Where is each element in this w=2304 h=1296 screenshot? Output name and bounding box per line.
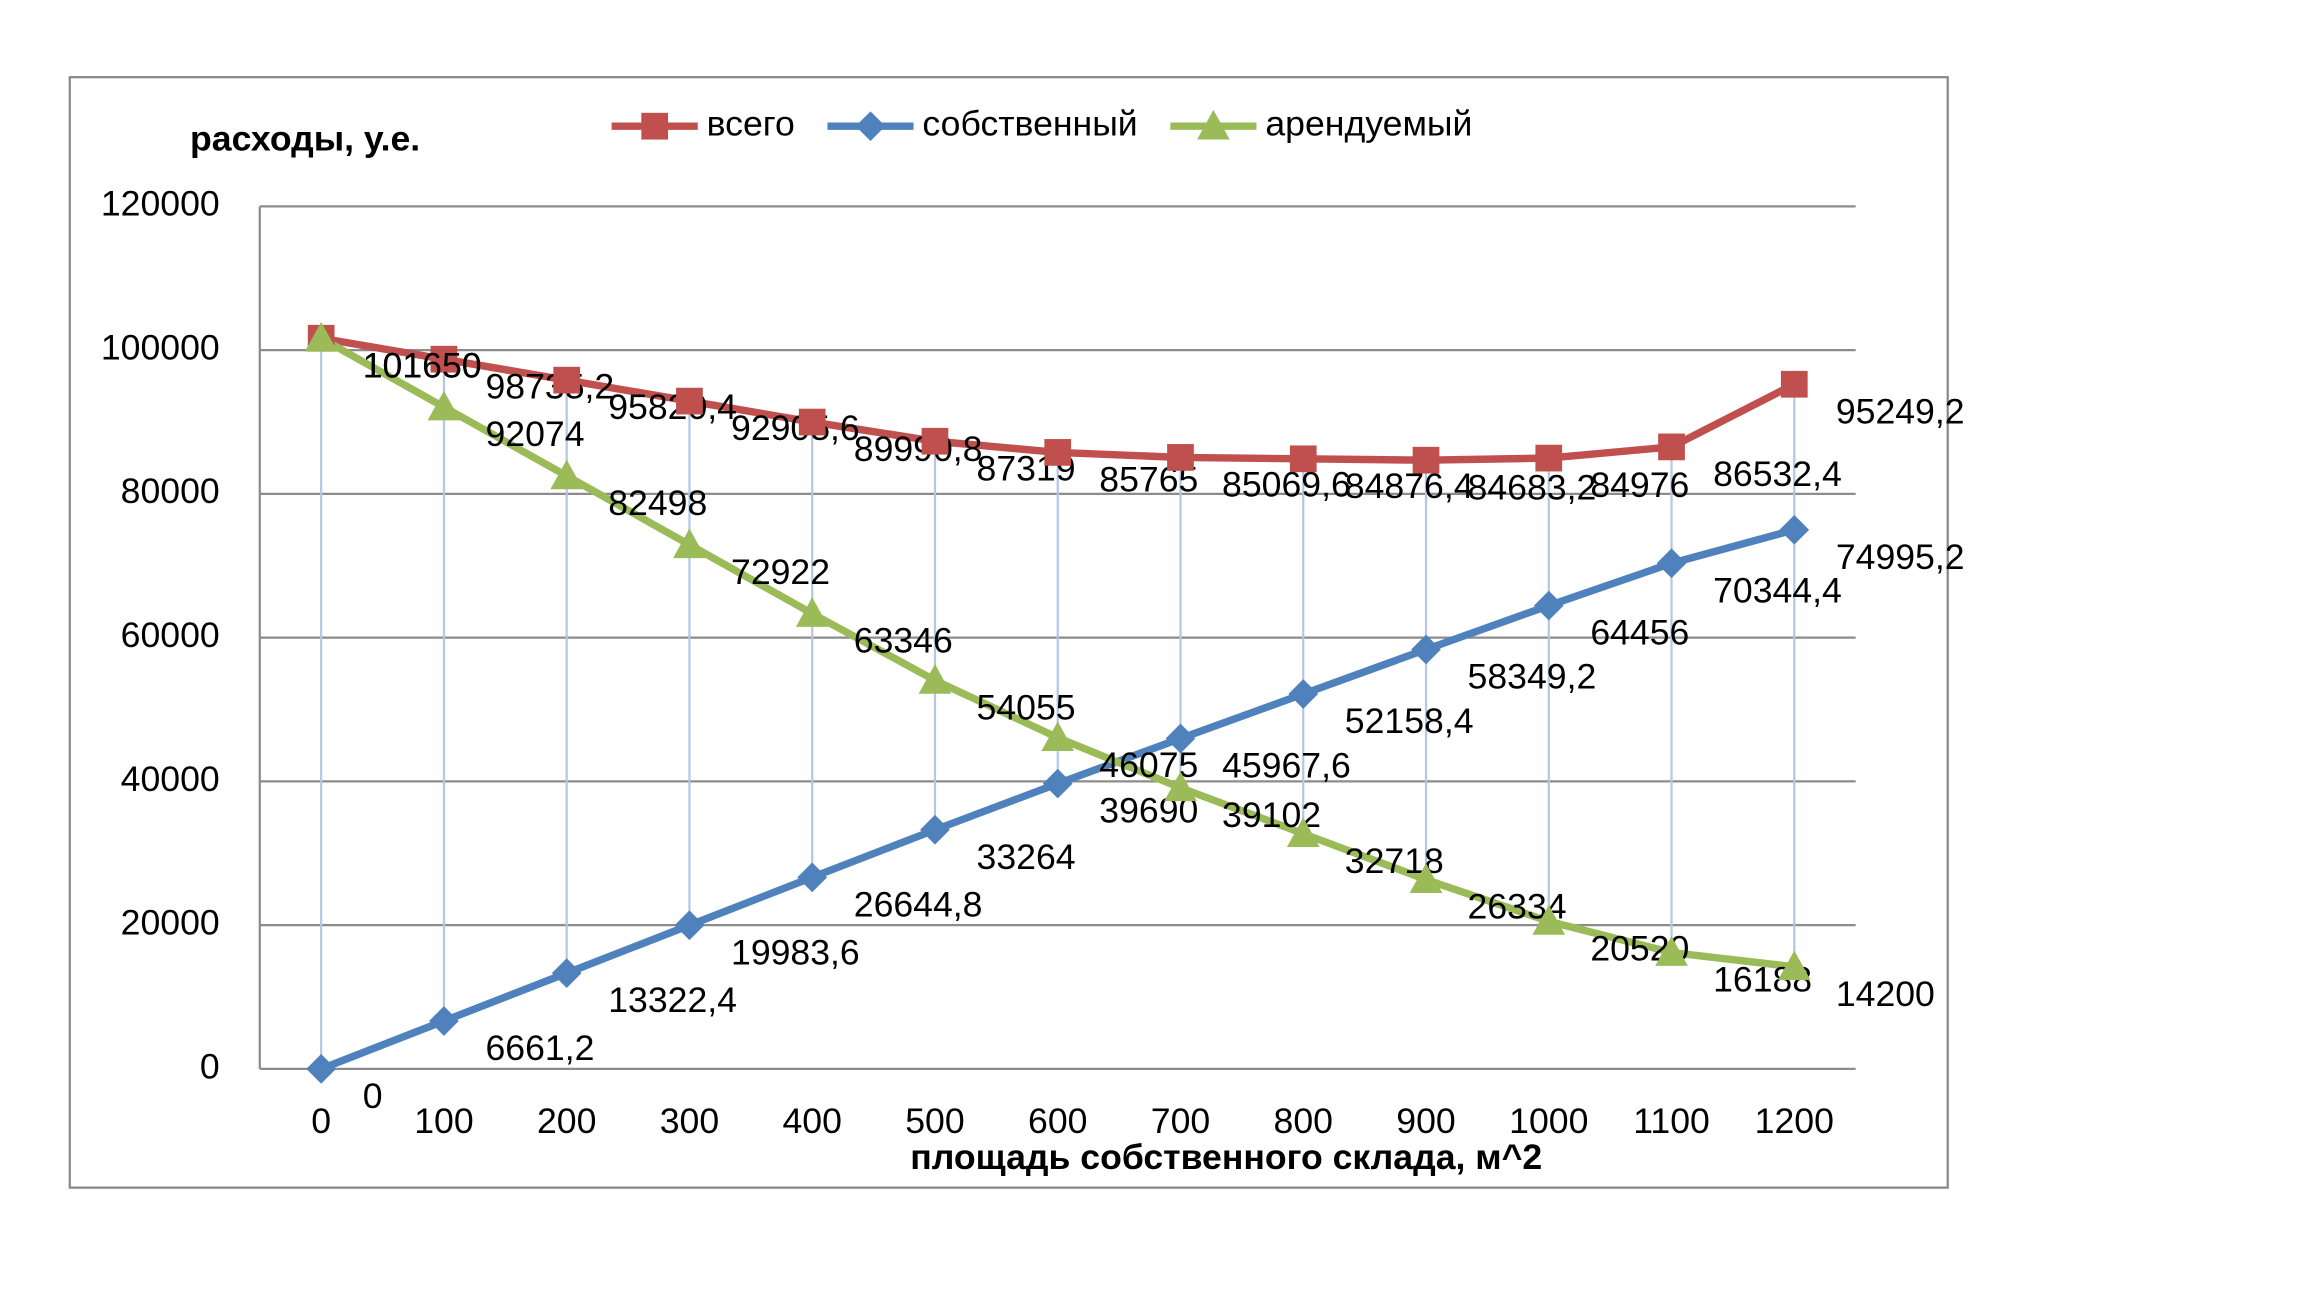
- marker: [641, 112, 669, 140]
- marker: [1532, 905, 1566, 935]
- data-label: 84976: [1590, 465, 1689, 505]
- y-tick-label: 40000: [121, 759, 220, 799]
- marker: [798, 408, 826, 436]
- legend-label: собственный: [922, 104, 1137, 144]
- x-tick-label: 500: [905, 1101, 964, 1141]
- x-tick-label: 100: [414, 1101, 473, 1141]
- data-label: 92074: [486, 414, 585, 454]
- marker: [1535, 444, 1563, 472]
- data-label: 0: [363, 1076, 383, 1116]
- x-tick-label: 200: [537, 1101, 596, 1141]
- legend-label: всего: [707, 104, 795, 144]
- marker: [1042, 768, 1073, 799]
- x-axis-title: площадь собственного склада, м^2: [910, 1137, 1542, 1177]
- marker: [427, 390, 461, 421]
- marker: [1777, 950, 1811, 981]
- data-label: 6661,2: [486, 1028, 595, 1068]
- x-tick-label: 1100: [1633, 1101, 1710, 1141]
- data-label: 89990,8: [854, 429, 983, 469]
- data-label: 92905,6: [731, 408, 860, 448]
- marker: [1779, 514, 1810, 545]
- data-label: 84876,4: [1345, 466, 1474, 506]
- data-label: 84683,2: [1468, 467, 1597, 507]
- marker: [430, 345, 458, 373]
- x-tick-label: 700: [1151, 1101, 1210, 1141]
- marker: [920, 814, 950, 845]
- data-label: 58349,2: [1468, 657, 1597, 697]
- data-label: 13322,4: [608, 980, 737, 1020]
- marker: [1656, 548, 1687, 579]
- marker: [1658, 433, 1685, 461]
- marker: [795, 597, 829, 627]
- data-label: 26644,8: [854, 884, 983, 924]
- y-tick-label: 120000: [101, 184, 220, 224]
- x-tick-label: 1200: [1755, 1101, 1834, 1141]
- marker: [1286, 817, 1320, 848]
- marker: [1780, 370, 1808, 398]
- x-tick-label: 800: [1274, 1101, 1333, 1141]
- data-label: 72922: [731, 552, 830, 592]
- marker: [1289, 445, 1317, 473]
- data-label: 63346: [854, 621, 953, 661]
- y-tick-label: 100000: [101, 328, 220, 368]
- data-label: 70344,4: [1713, 570, 1842, 610]
- y-tick-label: 60000: [121, 615, 220, 655]
- data-label: 45967,6: [1222, 746, 1351, 786]
- data-label: 14200: [1836, 974, 1935, 1014]
- data-label: 82498: [608, 483, 707, 523]
- data-label: 101650: [363, 345, 482, 385]
- legend-label: арендуемый: [1265, 104, 1472, 144]
- marker: [1197, 109, 1230, 140]
- marker: [1655, 936, 1688, 966]
- marker: [306, 1054, 337, 1084]
- marker: [551, 958, 582, 988]
- marker: [921, 427, 949, 455]
- data-label: 95820,4: [608, 387, 737, 427]
- data-label: 101650: [363, 345, 482, 385]
- x-tick-label: 600: [1028, 1101, 1087, 1141]
- x-tick-label: 900: [1396, 1101, 1455, 1141]
- y-tick-label: 0: [200, 1046, 220, 1086]
- marker: [797, 862, 828, 893]
- marker: [676, 387, 703, 415]
- marker: [1165, 723, 1196, 754]
- marker: [855, 111, 886, 142]
- x-tick-label: 1000: [1509, 1101, 1588, 1141]
- data-label: 52158,4: [1345, 701, 1474, 741]
- data-label: 74995,2: [1836, 537, 1965, 577]
- marker: [918, 664, 952, 694]
- data-label: 85069,6: [1222, 465, 1351, 505]
- marker: [1041, 721, 1075, 752]
- y-axis-title: расходы, у.е.: [190, 118, 420, 158]
- data-label: 98735,2: [486, 366, 615, 406]
- marker: [1412, 446, 1440, 474]
- marker: [1164, 771, 1197, 802]
- x-tick-label: 300: [660, 1101, 719, 1141]
- data-label: 33264: [977, 837, 1076, 877]
- marker: [1167, 444, 1194, 471]
- data-label: 86532,4: [1713, 454, 1842, 494]
- marker: [1409, 863, 1443, 893]
- chart-frame: [68, 76, 1949, 1189]
- marker: [550, 459, 584, 490]
- x-tick-label: 400: [783, 1101, 842, 1141]
- marker: [673, 528, 706, 559]
- y-tick-label: 20000: [121, 903, 220, 943]
- y-tick-label: 80000: [121, 471, 220, 511]
- data-label: 95249,2: [1836, 391, 1965, 431]
- marker: [304, 321, 338, 352]
- marker: [1044, 439, 1072, 466]
- data-label: 19983,6: [731, 932, 860, 972]
- data-label: 64456: [1590, 613, 1689, 653]
- x-tick-label: 0: [311, 1101, 331, 1141]
- data-label: 54055: [977, 687, 1076, 727]
- marker: [553, 366, 581, 394]
